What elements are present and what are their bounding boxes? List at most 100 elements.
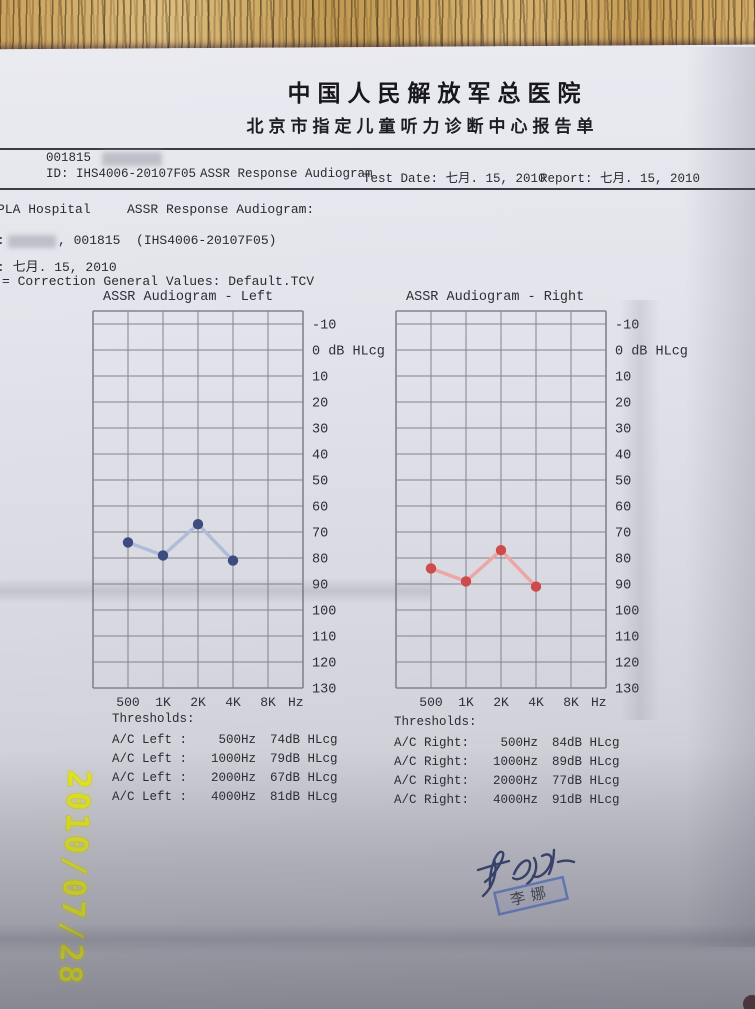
date-line: : 七月. 15, 2010: [0, 260, 117, 275]
report-date: Report: 七月. 15, 2010: [540, 172, 701, 186]
signature-stamp: 李娜: [468, 838, 598, 918]
svg-text:80: 80: [312, 553, 328, 568]
svg-text:60: 60: [312, 501, 328, 516]
svg-text:50: 50: [615, 475, 631, 490]
report-subtitle: 北京市指定儿童听力诊断中心报告单: [246, 117, 599, 137]
threshold-freq: 1000Hz: [492, 755, 538, 769]
svg-text:130: 130: [615, 683, 639, 698]
threshold-label: A/C Right:: [394, 736, 470, 750]
svg-text:20: 20: [615, 397, 631, 412]
svg-text:-10: -10: [615, 319, 639, 334]
svg-text:4K: 4K: [528, 695, 544, 710]
redacted-patient-name: [102, 152, 162, 166]
name-stamp-box: 李娜: [492, 875, 570, 916]
svg-text:30: 30: [615, 423, 631, 438]
threshold-row: A/C Right: 4000Hz 91dB HLcg: [394, 791, 620, 810]
threshold-row: A/C Left : 2000Hz 67dB HLcg: [112, 769, 338, 788]
threshold-row: A/C Right: 500Hz 84dB HLcg: [394, 734, 620, 753]
threshold-row: A/C Right: 1000Hz 89dB HLcg: [394, 753, 620, 772]
device-id: ID: IHS4006-20107F05: [46, 167, 197, 181]
svg-text:70: 70: [615, 527, 631, 542]
handwritten-signature: [476, 848, 576, 898]
svg-text:40: 40: [312, 449, 328, 464]
svg-text:80: 80: [615, 553, 631, 568]
threshold-label: A/C Left :: [112, 771, 188, 785]
threshold-row: A/C Left : 4000Hz 81dB HLcg: [112, 788, 338, 807]
svg-text:Hz: Hz: [288, 695, 304, 710]
chart-title-right: ASSR Audiogram - Right: [406, 290, 585, 305]
threshold-freq: 4000Hz: [492, 793, 538, 807]
patient-line-prefix: :: [0, 233, 5, 248]
threshold-freq: 500Hz: [500, 736, 538, 750]
thresholds-right-title: Thresholds:: [394, 715, 477, 729]
threshold-freq: 1000Hz: [210, 752, 256, 766]
audiogram-right-plot: -10 0 dB HLcg 10 20 30 40 50 60 70 80 90 100 110 120 1…: [392, 308, 692, 721]
threshold-row: A/C Right: 2000Hz 77dB HLcg: [394, 772, 620, 791]
svg-text:90: 90: [615, 579, 631, 594]
audiogram-right: ASSR Audiogram - Right -10 0 dB HLcg 10 20 3…: [392, 290, 692, 721]
svg-text:0 dB HLcg: 0 dB HLcg: [312, 345, 385, 360]
svg-text:20: 20: [312, 397, 328, 412]
svg-text:130: 130: [312, 683, 336, 698]
svg-text:110: 110: [615, 631, 639, 646]
threshold-label: A/C Right:: [394, 755, 470, 769]
svg-text:2K: 2K: [493, 695, 509, 710]
threshold-row: A/C Left : 500Hz 74dB HLcg: [112, 731, 338, 750]
svg-text:50: 50: [312, 475, 328, 490]
svg-text:70: 70: [312, 527, 328, 542]
chart-title-left: ASSR Audiogram - Left: [103, 290, 274, 305]
svg-text:10: 10: [312, 371, 328, 386]
svg-text:1K: 1K: [458, 695, 474, 710]
svg-text:120: 120: [312, 657, 336, 672]
svg-text:120: 120: [615, 657, 639, 672]
threshold-value: 67dB HLcg: [270, 771, 338, 785]
threshold-value: 74dB HLcg: [270, 733, 338, 747]
svg-text:500: 500: [419, 695, 442, 710]
hospital-name: 中国人民解放军总医院: [287, 80, 588, 107]
threshold-label: A/C Right:: [394, 774, 470, 788]
test-date: Test Date: 七月. 15, 2010: [363, 172, 546, 186]
patient-line: , 001815 (IHS4006-20107F05): [58, 233, 277, 248]
hospital-label: PLA Hospital: [0, 202, 91, 217]
threshold-freq: 2000Hz: [492, 774, 538, 788]
threshold-value: 79dB HLcg: [270, 752, 338, 766]
threshold-value: 81dB HLcg: [270, 790, 338, 804]
threshold-label: A/C Left :: [112, 752, 188, 766]
audiogram-left: ASSR Audiogram - Left -10 0 dB HLcg 10 20 30…: [89, 290, 389, 721]
svg-text:Hz: Hz: [591, 695, 607, 710]
threshold-row: A/C Left : 1000Hz 79dB HLcg: [112, 750, 338, 769]
svg-text:30: 30: [312, 423, 328, 438]
threshold-label: A/C Left :: [112, 733, 188, 747]
thresholds-right: Thresholds: A/C Right: 500Hz 84dB HLcg A/C…: [394, 715, 620, 810]
camera-date-stamp: 2010/07/28: [51, 769, 97, 988]
report-type: ASSR Response Audiogram: [200, 167, 373, 181]
svg-text:4K: 4K: [225, 695, 241, 710]
svg-text:100: 100: [312, 605, 336, 620]
threshold-value: 91dB HLcg: [552, 793, 620, 807]
thresholds-left-title: Thresholds:: [112, 712, 195, 726]
threshold-value: 77dB HLcg: [552, 774, 620, 788]
svg-text:100: 100: [615, 605, 639, 620]
svg-text:90: 90: [312, 579, 328, 594]
threshold-value: 84dB HLcg: [552, 736, 620, 750]
threshold-freq: 500Hz: [218, 733, 256, 747]
svg-text:0 dB HLcg: 0 dB HLcg: [615, 345, 688, 360]
svg-text:8K: 8K: [563, 695, 579, 710]
threshold-freq: 2000Hz: [210, 771, 256, 785]
redacted-patient-name-2: [8, 235, 56, 248]
divider-top: [0, 148, 755, 150]
threshold-label: A/C Left :: [112, 790, 188, 804]
threshold-value: 89dB HLcg: [552, 755, 620, 769]
svg-text:500: 500: [116, 695, 139, 710]
threshold-freq: 4000Hz: [210, 790, 256, 804]
threshold-label: A/C Right:: [394, 793, 470, 807]
svg-text:110: 110: [312, 631, 336, 646]
svg-text:1K: 1K: [155, 695, 171, 710]
svg-text:2K: 2K: [190, 695, 206, 710]
svg-text:40: 40: [615, 449, 631, 464]
divider-bottom: [0, 188, 755, 190]
svg-text:-10: -10: [312, 319, 336, 334]
report-heading: ASSR Response Audiogram:: [127, 202, 315, 217]
patient-number: 001815: [46, 151, 92, 165]
